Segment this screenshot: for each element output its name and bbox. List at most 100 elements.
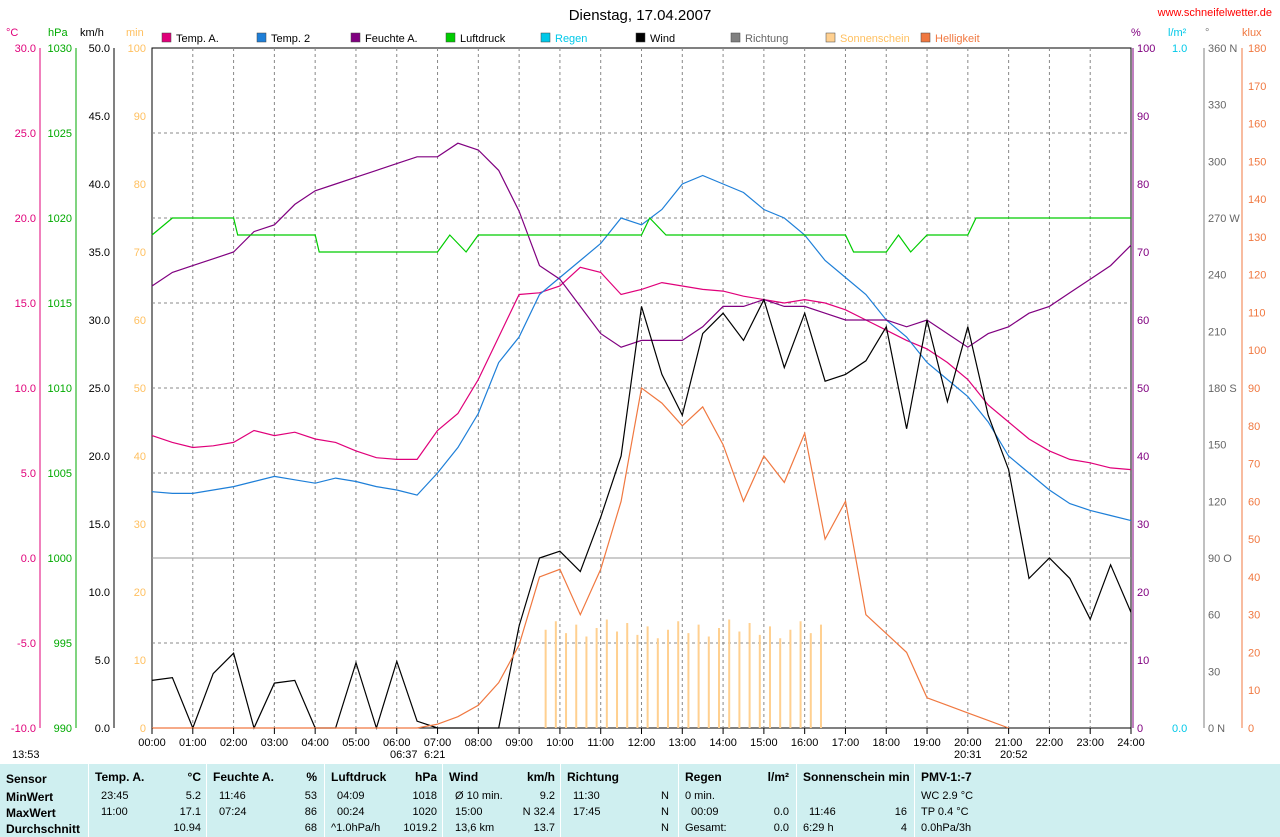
tick-rain: 0.0 xyxy=(1172,723,1187,735)
legend-swatch xyxy=(445,32,456,43)
tick-wind: 20.0 xyxy=(89,451,110,463)
tick-light: 10 xyxy=(1248,685,1260,697)
tick-light: 40 xyxy=(1248,572,1260,584)
tick-direction: 300 xyxy=(1208,156,1226,168)
series-wind xyxy=(151,297,1132,731)
x-tick-label: 06:00 xyxy=(383,737,411,749)
sun-header: Sonnenschein min xyxy=(803,770,910,784)
stats-col-temp: Temp. A. °C 23:45 5.2 11:00 17.1 10.94 xyxy=(88,764,207,837)
unit-light: klux xyxy=(1242,27,1262,39)
grid-lines xyxy=(151,47,1132,729)
hum-avg-value: 68 xyxy=(304,822,317,834)
tick-temp: -10.0 xyxy=(11,723,36,735)
rain-total-label: Gesamt: xyxy=(685,822,727,834)
tick-sun: 100 xyxy=(128,43,146,55)
tick-pressure: 1020 xyxy=(48,213,72,225)
tick-light: 160 xyxy=(1248,119,1266,131)
x-tick-label: 17:00 xyxy=(832,737,860,749)
x-tick-label: 10:00 xyxy=(546,737,574,749)
weather-chart: Dienstag, 17.04.2007 www.schneifelwetter… xyxy=(6,7,1272,761)
legend-swatch xyxy=(920,32,931,43)
x-tick-label: 16:00 xyxy=(791,737,819,749)
left-axes: 30.025.020.015.010.05.00.0-5.0-10.010301… xyxy=(11,43,146,735)
tick-temp: 30.0 xyxy=(15,43,36,55)
x-tick-label: 24:00 xyxy=(1117,737,1145,749)
x-tick-label: 18:00 xyxy=(872,737,900,749)
dir-avg-value: N xyxy=(661,822,669,834)
tick-light: 20 xyxy=(1248,647,1260,659)
hum-min-time: 11:46 xyxy=(219,790,246,802)
x-tick-label: 12:00 xyxy=(628,737,656,749)
tick-rain: 1.0 xyxy=(1172,43,1187,55)
time-left-label: 13:53 xyxy=(12,749,40,761)
tick-light: 120 xyxy=(1248,270,1266,282)
tick-temp: 20.0 xyxy=(15,213,36,225)
legend-label: Luftdruck xyxy=(460,33,506,45)
data-series xyxy=(151,142,1132,731)
tick-wind: 10.0 xyxy=(89,587,110,599)
tick-humidity: 20 xyxy=(1137,587,1149,599)
tick-sun: 40 xyxy=(134,451,146,463)
tick-sun: 70 xyxy=(134,247,146,259)
tick-direction: 270 W xyxy=(1208,213,1240,225)
dir-header: Richtung xyxy=(567,770,619,784)
website-link[interactable]: www.schneifelwetter.de xyxy=(1157,7,1272,19)
dir-min-time: 11:30 xyxy=(573,790,600,802)
pmv-windchill: WC 2.9 °C xyxy=(921,790,974,802)
tick-pressure: 1030 xyxy=(48,43,72,55)
x-tick-label: 01:00 xyxy=(179,737,207,749)
unit-rain: l/m² xyxy=(1168,27,1187,39)
stats-col-pmv: PMV-1:-7 WC 2.9 °C TP 0.4 °C 0.0hPa/3h xyxy=(914,764,1280,837)
legend-label: Temp. 2 xyxy=(271,33,310,45)
x-tick-label: 23:00 xyxy=(1076,737,1104,749)
rain-unit: l/m² xyxy=(767,770,789,784)
tick-pressure: 995 xyxy=(54,638,72,650)
tick-light: 70 xyxy=(1248,459,1260,471)
tick-humidity: 0 xyxy=(1137,723,1143,735)
x-tick-label: 02:00 xyxy=(220,737,248,749)
x-tick-label: 22:00 xyxy=(1036,737,1064,749)
rain-duration: 0 min. xyxy=(685,790,715,802)
tick-wind: 30.0 xyxy=(89,315,110,327)
tick-direction: 330 xyxy=(1208,100,1226,112)
tick-pressure: 990 xyxy=(54,723,72,735)
tick-direction: 150 xyxy=(1208,440,1226,452)
hum-max-time: 07:24 xyxy=(219,806,247,818)
tick-temp: 25.0 xyxy=(15,128,36,140)
wind-min-value: 9.2 xyxy=(539,790,555,802)
tick-light: 0 xyxy=(1248,723,1254,735)
tick-direction: 120 xyxy=(1208,496,1226,508)
x-tick-label: 05:00 xyxy=(342,737,370,749)
x-tick-label: 14:00 xyxy=(709,737,737,749)
tick-pressure: 1015 xyxy=(48,298,72,310)
wind-distance: 13,6 km xyxy=(455,822,495,834)
press-trend: ^1.0hPa/h xyxy=(331,822,381,834)
unit-wind: km/h xyxy=(80,27,104,39)
x-tick-label: 21:00 xyxy=(995,737,1023,749)
sun-max-time: 11:46 xyxy=(809,806,836,818)
unit-sun: min xyxy=(126,27,144,39)
legend-swatch xyxy=(730,32,741,43)
dir-max-value: N xyxy=(661,806,669,818)
hum-min-value: 53 xyxy=(304,790,317,802)
tick-wind: 25.0 xyxy=(89,383,110,395)
tick-wind: 35.0 xyxy=(89,247,110,259)
tick-direction: 90 O xyxy=(1208,553,1232,565)
tick-temp: 10.0 xyxy=(15,383,36,395)
stats-col-humidity: Feuchte A. % 11:46 53 07:24 86 68 xyxy=(206,764,325,837)
x-tick-label: 08:00 xyxy=(465,737,493,749)
temp-header: Temp. A. xyxy=(95,770,145,784)
stats-col-wind: Wind km/h Ø 10 min. 9.2 15:00 N 32.4 13,… xyxy=(442,764,561,837)
tick-pressure: 1005 xyxy=(48,468,72,480)
tick-wind: 15.0 xyxy=(89,519,110,531)
tick-light: 60 xyxy=(1248,496,1260,508)
sun-avg-value: 4 xyxy=(900,822,907,834)
wind-header: Wind xyxy=(449,770,479,784)
chart-title: Dienstag, 17.04.2007 xyxy=(569,7,712,24)
tick-temp: 5.0 xyxy=(21,468,36,480)
legend-swatch xyxy=(256,32,267,43)
tick-wind: 5.0 xyxy=(95,655,110,667)
unit-temp: °C xyxy=(6,27,18,39)
tick-sun: 60 xyxy=(134,315,146,327)
stats-col-pressure: Luftdruck hPa 04:09 1018 00:24 1020 ^1.0… xyxy=(324,764,443,837)
